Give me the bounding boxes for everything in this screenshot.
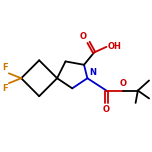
Text: F: F bbox=[2, 84, 8, 93]
Text: O: O bbox=[80, 32, 87, 41]
Text: F: F bbox=[2, 63, 8, 72]
Text: N: N bbox=[89, 68, 96, 77]
Text: OH: OH bbox=[108, 42, 122, 51]
Text: O: O bbox=[103, 105, 110, 114]
Text: O: O bbox=[120, 79, 127, 88]
